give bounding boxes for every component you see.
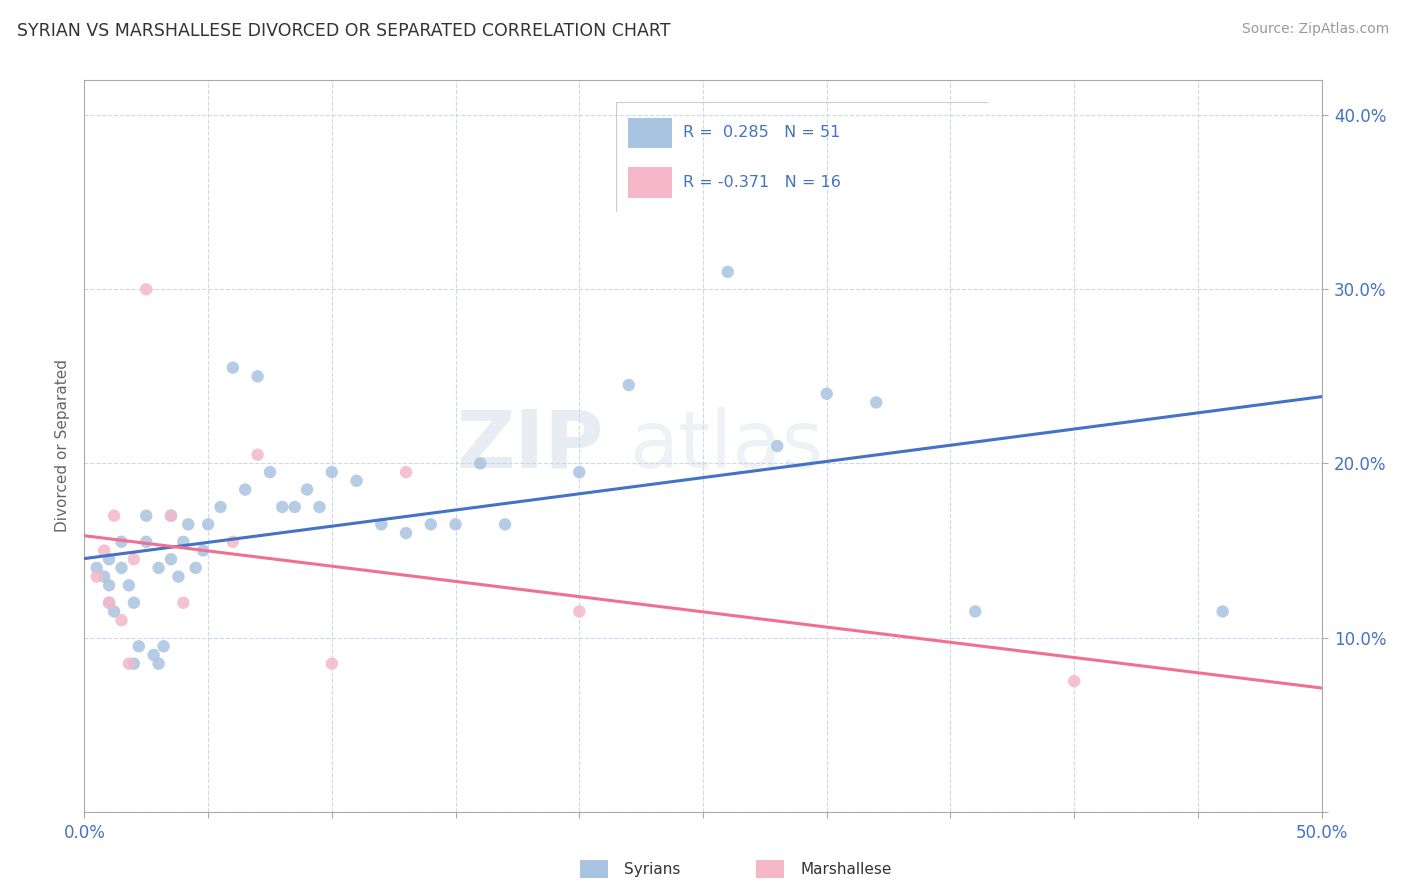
Text: Marshallese: Marshallese: [800, 863, 891, 877]
Bar: [756, 860, 785, 878]
Point: [222, 534, 245, 549]
Point: [308, 500, 330, 514]
Point: [815, 386, 838, 401]
Point: [86, 569, 108, 583]
Bar: [579, 860, 609, 878]
Point: [184, 561, 207, 575]
Point: [246, 448, 269, 462]
Point: [135, 508, 157, 523]
Point: [233, 483, 256, 497]
Point: [122, 552, 145, 566]
Point: [118, 657, 141, 671]
Point: [122, 657, 145, 671]
Point: [172, 534, 194, 549]
Point: [98, 596, 121, 610]
Point: [110, 613, 132, 627]
Point: [110, 534, 132, 549]
Text: ZIP: ZIP: [457, 407, 605, 485]
Point: [965, 604, 987, 618]
Point: [118, 578, 141, 592]
Point: [865, 395, 887, 409]
Point: [148, 657, 170, 671]
Point: [444, 517, 467, 532]
Point: [271, 500, 294, 514]
Point: [160, 552, 183, 566]
Point: [494, 517, 516, 532]
Point: [128, 640, 150, 654]
Point: [222, 360, 245, 375]
Text: Source: ZipAtlas.com: Source: ZipAtlas.com: [1241, 22, 1389, 37]
Point: [1212, 604, 1234, 618]
Point: [568, 465, 591, 479]
Point: [167, 569, 190, 583]
Point: [103, 508, 125, 523]
Point: [321, 465, 343, 479]
Point: [284, 500, 307, 514]
Point: [135, 282, 157, 296]
Point: [1063, 674, 1085, 689]
Point: [370, 517, 392, 532]
Text: atlas: atlas: [628, 407, 823, 485]
Text: Syrians: Syrians: [624, 863, 681, 877]
Point: [93, 569, 115, 583]
Point: [617, 378, 640, 392]
Point: [160, 508, 183, 523]
Point: [98, 578, 121, 592]
Point: [122, 596, 145, 610]
Point: [103, 604, 125, 618]
Point: [191, 543, 214, 558]
Point: [717, 265, 740, 279]
Y-axis label: Divorced or Separated: Divorced or Separated: [55, 359, 70, 533]
Point: [395, 465, 418, 479]
Point: [470, 457, 492, 471]
Point: [321, 657, 343, 671]
Point: [110, 561, 132, 575]
Point: [86, 561, 108, 575]
Point: [160, 508, 183, 523]
Point: [259, 465, 281, 479]
Point: [172, 596, 194, 610]
Point: [177, 517, 200, 532]
Point: [148, 561, 170, 575]
Point: [395, 526, 418, 541]
Point: [209, 500, 232, 514]
Point: [142, 648, 165, 662]
Point: [346, 474, 368, 488]
Point: [568, 604, 591, 618]
Point: [419, 517, 441, 532]
Point: [152, 640, 174, 654]
Point: [246, 369, 269, 384]
Point: [295, 483, 318, 497]
Point: [98, 596, 121, 610]
Point: [93, 543, 115, 558]
Text: SYRIAN VS MARSHALLESE DIVORCED OR SEPARATED CORRELATION CHART: SYRIAN VS MARSHALLESE DIVORCED OR SEPARA…: [17, 22, 671, 40]
Point: [135, 534, 157, 549]
Point: [98, 552, 121, 566]
Point: [766, 439, 789, 453]
Point: [197, 517, 219, 532]
